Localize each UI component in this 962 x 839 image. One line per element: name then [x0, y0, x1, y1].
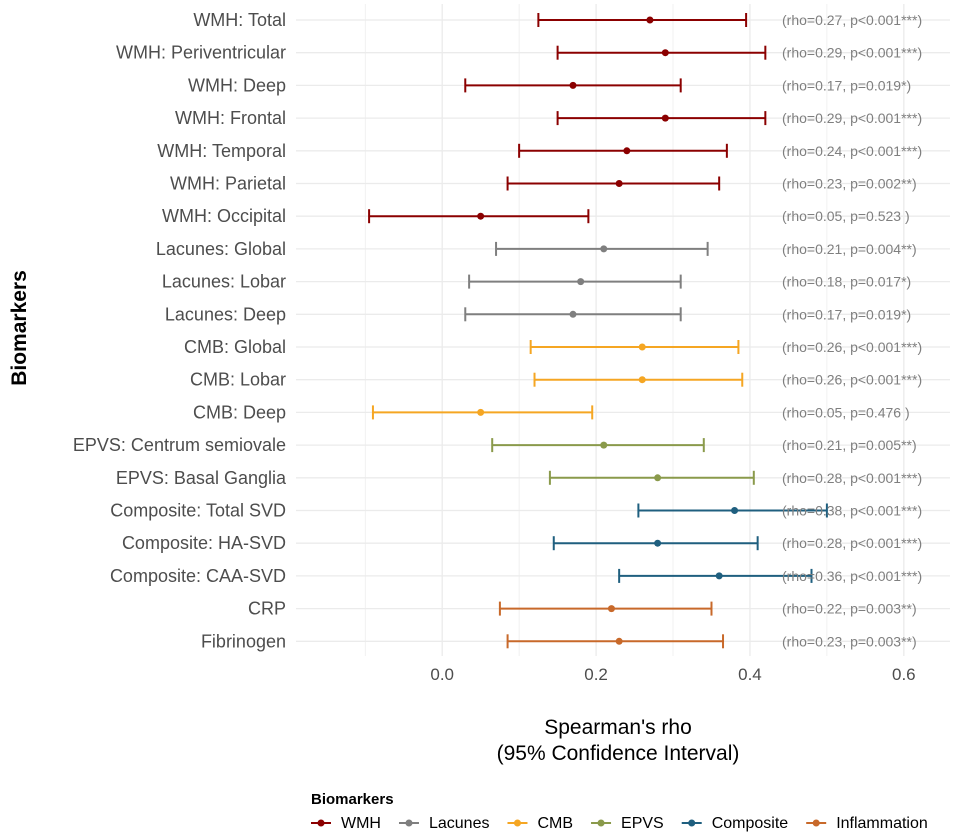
- point-estimate: [654, 539, 662, 547]
- y-tick-label: CMB: Global: [184, 337, 286, 357]
- point-estimate: [654, 474, 662, 482]
- row-annotation: (rho=0.26, p<0.001***): [782, 372, 922, 388]
- rows-layer: WMH: Total (rho=0.27, p<0.001***) WMH: Per…: [73, 10, 922, 651]
- x-tick-label: 0.0: [430, 665, 454, 684]
- legend-label: CMB: [537, 815, 573, 832]
- legend-key-point: [597, 819, 605, 827]
- point-estimate: [600, 245, 608, 253]
- grid-layer: [296, 4, 950, 656]
- point-estimate: [638, 343, 646, 351]
- y-tick-label: WMH: Frontal: [175, 108, 286, 128]
- row-annotation: (rho=0.28, p<0.001***): [782, 535, 922, 551]
- y-tick-label: CRP: [248, 599, 286, 619]
- point-estimate: [731, 507, 739, 514]
- row-annotation: (rho=0.21, p=0.005**): [782, 437, 917, 453]
- y-tick-label: Lacunes: Lobar: [162, 272, 286, 292]
- row-annotation: (rho=0.18, p=0.017*): [782, 274, 911, 290]
- row-annotation: (rho=0.05, p=0.523 ): [782, 208, 910, 224]
- legend-label: WMH: [341, 815, 381, 832]
- legend-title: Biomarkers: [311, 791, 394, 808]
- y-tick-label: WMH: Temporal: [157, 141, 286, 161]
- y-tick-label: Lacunes: Global: [156, 239, 286, 259]
- y-tick-label: WMH: Total: [193, 10, 286, 30]
- point-estimate: [477, 408, 485, 416]
- y-tick-label: Composite: CAA-SVD: [110, 566, 286, 586]
- y-tick-label: Lacunes: Deep: [165, 304, 286, 324]
- legend-label: Inflammation: [836, 815, 928, 832]
- point-estimate: [646, 16, 654, 24]
- point-estimate: [477, 212, 485, 220]
- point-estimate: [715, 572, 723, 580]
- row-annotation: (rho=0.24, p<0.001***): [782, 143, 922, 159]
- legend-key-point: [405, 819, 413, 827]
- y-tick-label: WMH: Parietal: [170, 174, 286, 194]
- row-annotation: (rho=0.05, p=0.476 ): [782, 404, 910, 420]
- y-tick-label: EPVS: Centrum semiovale: [73, 435, 286, 455]
- x-tick-label: 0.2: [584, 665, 608, 684]
- point-estimate: [623, 147, 631, 155]
- y-tick-label: WMH: Occipital: [162, 206, 286, 226]
- row-annotation: (rho=0.22, p=0.003**): [782, 601, 917, 617]
- row-annotation: (rho=0.29, p<0.001***): [782, 110, 922, 126]
- legend-label: Composite: [712, 815, 789, 832]
- row-annotation: (rho=0.26, p<0.001***): [782, 339, 922, 355]
- legend-key-point: [688, 819, 696, 827]
- point-estimate: [607, 605, 615, 613]
- point-estimate: [569, 310, 577, 318]
- y-tick-label: Fibrinogen: [201, 631, 286, 651]
- row-annotation: (rho=0.17, p=0.019*): [782, 306, 911, 322]
- legend-label: Lacunes: [429, 815, 490, 832]
- row-annotation: (rho=0.36, p<0.001***): [782, 568, 922, 584]
- row-annotation: (rho=0.38, p<0.001***): [782, 503, 922, 519]
- point-estimate: [600, 441, 608, 449]
- row-annotation: (rho=0.28, p<0.001***): [782, 470, 922, 486]
- row-annotation: (rho=0.23, p=0.003**): [782, 633, 917, 649]
- y-tick-label: Composite: HA-SVD: [122, 533, 286, 553]
- y-tick-label: WMH: Periventricular: [116, 43, 286, 63]
- x-axis-title-line2: (95% Confidence Interval): [497, 742, 740, 765]
- y-tick-label: CMB: Deep: [193, 402, 286, 422]
- legend-key-point: [812, 819, 820, 827]
- row-annotation: (rho=0.23, p=0.002**): [782, 176, 917, 192]
- point-estimate: [661, 49, 669, 57]
- row-annotation: (rho=0.21, p=0.004**): [782, 241, 917, 257]
- point-estimate: [615, 180, 623, 187]
- legend-label: EPVS: [621, 815, 664, 832]
- x-axis-title-line1: Spearman's rho: [544, 716, 692, 739]
- y-tick-label: WMH: Deep: [188, 75, 286, 95]
- x-tick-label: 0.4: [738, 665, 762, 684]
- legend-key-point: [317, 819, 325, 827]
- y-axis-title: Biomarkers: [8, 270, 31, 386]
- y-tick-label: CMB: Lobar: [190, 370, 286, 390]
- point-estimate: [569, 81, 577, 89]
- point-estimate: [577, 278, 585, 286]
- point-estimate: [638, 376, 646, 384]
- x-tick-label: 0.6: [892, 665, 916, 684]
- row-annotation: (rho=0.27, p<0.001***): [782, 12, 922, 28]
- x-tick-labels: 0.0 0.2 0.4 0.6: [430, 665, 915, 684]
- point-estimate: [615, 637, 623, 645]
- y-tick-label: Composite: Total SVD: [110, 501, 286, 521]
- legend-key-point: [513, 819, 521, 827]
- legend: WMH Lacunes CMB EPVS Composite Inflammation: [311, 815, 928, 832]
- row-annotation: (rho=0.29, p<0.001***): [782, 45, 922, 61]
- y-tick-label: EPVS: Basal Ganglia: [116, 468, 287, 488]
- row-annotation: (rho=0.17, p=0.019*): [782, 77, 911, 93]
- point-estimate: [661, 114, 669, 122]
